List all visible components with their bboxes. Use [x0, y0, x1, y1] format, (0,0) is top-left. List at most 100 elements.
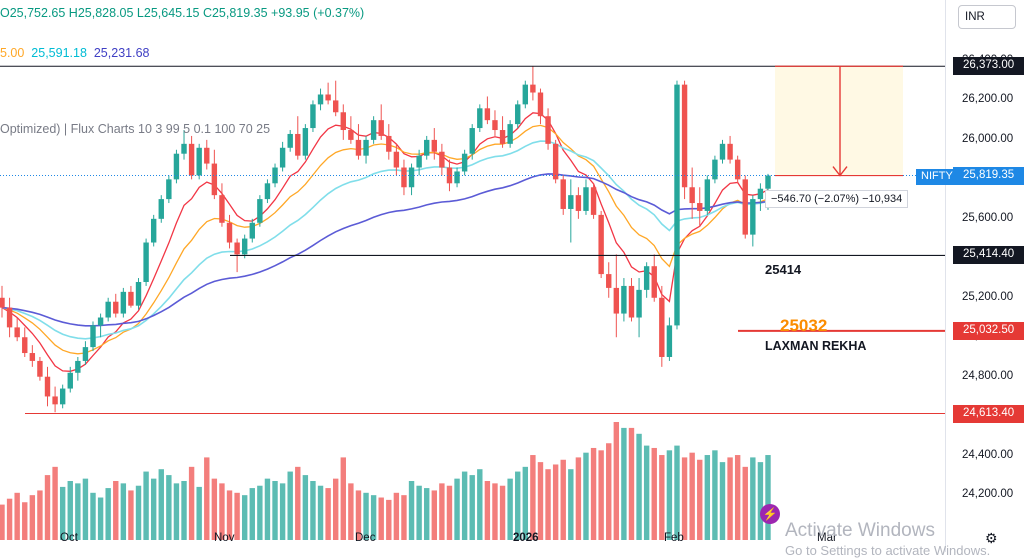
candle-body: [674, 84, 680, 326]
candle-body: [590, 187, 597, 215]
candle-body: [188, 143, 195, 176]
volume-bar: [302, 475, 309, 540]
volume-bar: [287, 471, 293, 540]
activate-windows-watermark: Activate Windows: [785, 520, 935, 541]
candle-body: [113, 301, 119, 314]
time-tick-label: 2026: [513, 532, 539, 544]
candle-body: [386, 135, 392, 152]
volume-bar: [211, 478, 218, 540]
candle-body: [82, 347, 89, 361]
price-chart[interactable]: [0, 0, 946, 552]
candle-body: [97, 317, 104, 326]
volume-bar: [363, 492, 369, 540]
volume-bar: [22, 502, 28, 540]
candle-body: [22, 337, 28, 354]
symbol-badge: NIFTY: [916, 169, 954, 185]
volume-bar: [82, 478, 89, 540]
candle-body: [226, 222, 233, 243]
volume-bar: [530, 455, 536, 540]
candle-body: [302, 128, 309, 156]
candle-body: [120, 291, 127, 314]
time-tick-label: Feb: [664, 532, 684, 544]
activate-windows-subtext: Go to Settings to activate Windows.: [785, 543, 991, 558]
candle-body: [257, 199, 263, 223]
volume-bar: [515, 471, 521, 540]
price-tick-label: 24,800.00: [962, 369, 1014, 382]
ema-blue-line: [1, 173, 769, 327]
volume-bar: [568, 469, 574, 540]
volume-bar: [545, 469, 551, 540]
candle-body: [750, 199, 756, 235]
candle-body: [90, 325, 96, 348]
candle-body: [628, 285, 635, 318]
volume-bar: [135, 485, 142, 540]
volume-bar: [401, 495, 407, 540]
volume-bar: [370, 495, 377, 540]
volume-bar: [522, 466, 529, 540]
measure-label: −546.70 (−2.07%) −10,934: [765, 190, 909, 208]
price-tick-label: 26,200.00: [962, 93, 1014, 106]
candle-body: [697, 203, 703, 211]
candle-body: [643, 266, 650, 290]
volume-bar: [598, 450, 604, 540]
candle-body: [621, 285, 627, 314]
ma-prefix: 5.00: [0, 46, 25, 60]
candle-body: [128, 291, 134, 306]
volume-bar: [310, 481, 316, 540]
laxman-rekha-label: LAXMAN REKHA: [765, 339, 867, 353]
candle-body: [272, 167, 278, 184]
tradingview-logo-icon[interactable]: ⚡: [760, 504, 780, 524]
candle-body: [636, 289, 642, 318]
candle-body: [211, 163, 218, 196]
candle-body: [606, 274, 612, 288]
volume-bar: [697, 459, 703, 540]
volume-bar: [537, 462, 544, 540]
candle-body: [310, 104, 316, 129]
volume-bar: [606, 443, 612, 540]
ohlc-legend: O25,752.65 H25,828.05 L25,645.15 C25,819…: [0, 6, 365, 20]
candle-body: [348, 130, 354, 140]
candle-body: [515, 104, 521, 125]
candle-body: [454, 171, 460, 184]
volume-bar: [143, 471, 149, 540]
volume-bar: [757, 462, 764, 540]
candle-body: [150, 218, 157, 243]
candle-body: [135, 281, 142, 306]
volume-bar: [552, 464, 559, 540]
volume-bar: [14, 492, 20, 540]
settings-gear-icon[interactable]: ⚙: [985, 530, 998, 546]
volume-bar: [477, 469, 483, 540]
candle-body: [219, 195, 225, 223]
volume-bar: [264, 478, 271, 540]
volume-bar: [408, 481, 415, 540]
candle-body: [530, 84, 536, 93]
ema-red-line: [1, 112, 769, 372]
moving-average-legend: 5.00 25,591.18 25,231.68: [0, 46, 149, 60]
candle-body: [666, 325, 673, 357]
volume-bar: [317, 485, 324, 540]
currency-select[interactable]: INR: [958, 5, 1016, 29]
volume-bar: [59, 486, 66, 540]
volume-bar: [241, 495, 248, 540]
candle-body: [158, 199, 164, 219]
candle-body: [416, 155, 422, 168]
volume-bar: [355, 490, 362, 540]
volume-bar: [295, 466, 301, 540]
price-badge: 24,613.40: [953, 404, 1024, 423]
candle-body: [408, 167, 415, 188]
candle-body: [757, 188, 764, 200]
volume-bar: [431, 490, 437, 540]
ema-cyan-line: [1, 140, 769, 340]
volume-bar: [613, 422, 620, 540]
candle-body: [712, 159, 718, 180]
indicator-name[interactable]: Optimized) | Flux Charts 10 3 99 5 0.1 1…: [0, 122, 271, 136]
volume-bar: [97, 497, 104, 540]
volume-bar: [704, 455, 711, 540]
volume-bar: [67, 481, 73, 540]
candle-body: [651, 266, 657, 298]
candle-body: [689, 187, 695, 204]
price-tick-label: 25,600.00: [962, 211, 1014, 224]
volume-bar: [734, 455, 741, 540]
volume-bar: [575, 457, 582, 540]
price-axis-separator: [945, 0, 946, 552]
